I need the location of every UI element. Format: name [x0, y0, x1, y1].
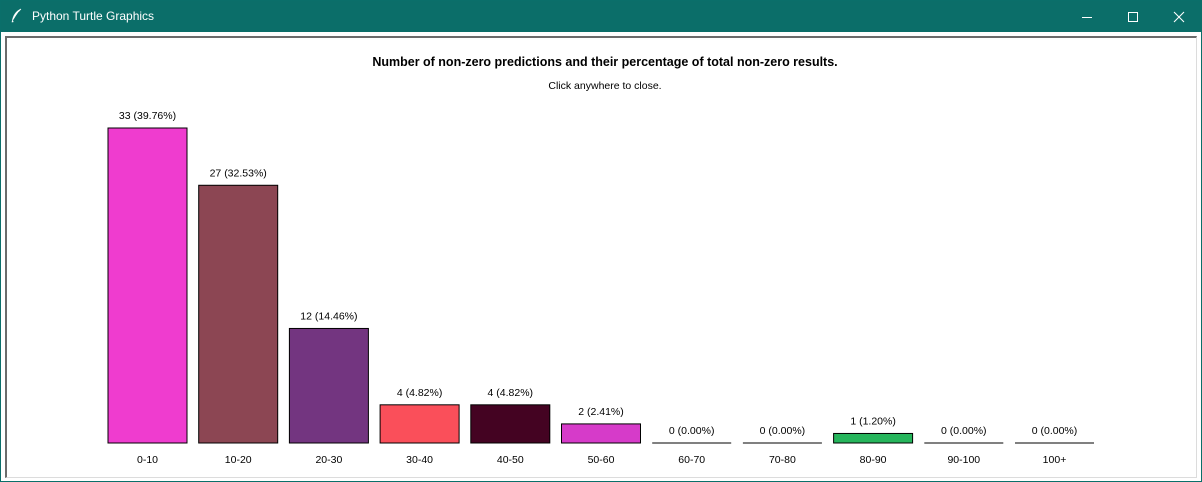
title-bar[interactable]: Python Turtle Graphics — [1, 1, 1201, 32]
minimize-icon — [1082, 16, 1092, 18]
close-button[interactable] — [1156, 1, 1202, 32]
data-label: 33 (39.76%) — [119, 110, 176, 122]
chart-subtitle: Click anywhere to close. — [548, 80, 662, 92]
data-label: 12 (14.46%) — [300, 310, 357, 322]
bar-10-20 — [198, 184, 279, 444]
category-label: 60-70 — [678, 454, 705, 466]
category-label: 40-50 — [497, 454, 524, 466]
chart-title: Number of non-zero predictions and their… — [372, 55, 838, 69]
category-label: 90-100 — [947, 454, 980, 466]
category-label: 100+ — [1043, 454, 1067, 466]
category-label: 50-60 — [588, 454, 615, 466]
close-icon — [1173, 11, 1185, 22]
maximize-button[interactable] — [1110, 1, 1156, 32]
category-label: 20-30 — [315, 454, 342, 466]
data-label: 4 (4.82%) — [397, 387, 443, 399]
category-label: 10-20 — [225, 454, 252, 466]
data-label: 1 (1.20%) — [850, 415, 896, 427]
data-label: 0 (0.00%) — [941, 425, 987, 437]
category-label: 80-90 — [860, 454, 887, 466]
category-label: 0-10 — [137, 454, 158, 466]
window-title: Python Turtle Graphics — [32, 9, 155, 23]
data-label: 27 (32.53%) — [210, 167, 267, 179]
data-label: 4 (4.82%) — [488, 387, 534, 399]
data-label: 2 (2.41%) — [578, 406, 624, 418]
data-label: 0 (0.00%) — [669, 425, 715, 437]
data-label: 0 (0.00%) — [760, 425, 806, 437]
bar-80-90 — [833, 432, 914, 444]
minimize-button[interactable] — [1064, 1, 1110, 32]
feather-icon — [10, 8, 24, 24]
bar-40-50 — [470, 404, 551, 444]
bar-0-10 — [107, 127, 188, 444]
maximize-icon — [1128, 11, 1138, 22]
bar-30-40 — [379, 404, 460, 444]
category-label: 30-40 — [406, 454, 433, 466]
category-label: 70-80 — [769, 454, 796, 466]
data-label: 0 (0.00%) — [1032, 425, 1078, 437]
bar-50-60 — [561, 423, 641, 444]
bar-20-30 — [288, 327, 369, 444]
